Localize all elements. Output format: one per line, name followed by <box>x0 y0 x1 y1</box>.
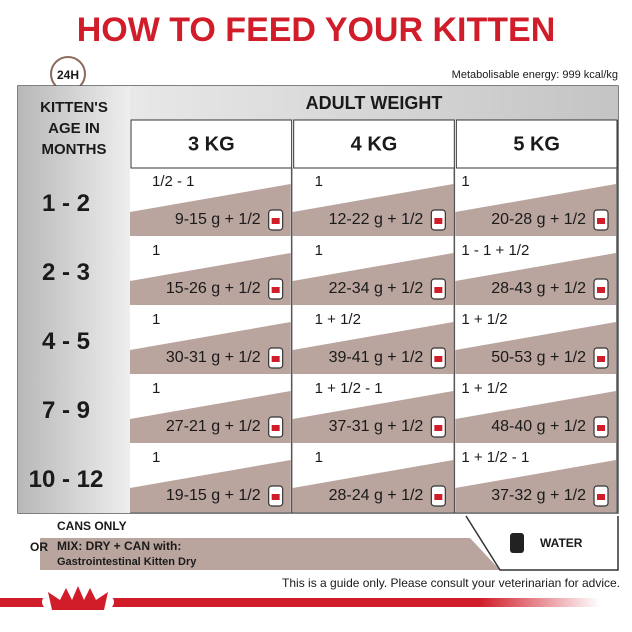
legend-product: Gastrointestinal Kitten Dry <box>57 556 197 568</box>
cans-amount: 1 <box>152 311 160 328</box>
can-logo <box>271 356 280 362</box>
cans-amount: 1/2 - 1 <box>152 173 195 190</box>
mix-band <box>292 322 454 374</box>
legend-water: WATER <box>540 536 583 550</box>
can-logo <box>597 287 605 293</box>
can-logo <box>434 425 443 431</box>
mix-band <box>292 184 454 236</box>
mix-band <box>455 460 616 512</box>
age-label: 10 - 12 <box>29 466 104 493</box>
weight-header: ADULT WEIGHT <box>306 93 443 113</box>
weight-label: 3 KG <box>188 133 235 155</box>
mix-amount: 50-53 g + 1/2 <box>491 349 586 366</box>
can-logo <box>597 425 605 431</box>
mix-amount: 9-15 g + 1/2 <box>175 211 261 228</box>
cans-amount: 1 <box>152 449 160 466</box>
weight-cell <box>293 119 455 169</box>
cans-amount: 1 + 1/2 - 1 <box>461 449 529 466</box>
mix-band <box>130 253 291 305</box>
cans-amount: 1 <box>315 242 323 259</box>
logo-crown <box>48 586 108 610</box>
can-logo <box>597 356 605 362</box>
weight-header-band <box>130 86 618 120</box>
mix-amount: 27-21 g + 1/2 <box>166 418 261 435</box>
mix-amount: 30-31 g + 1/2 <box>166 349 261 366</box>
weight-label: 5 KG <box>513 133 560 155</box>
age-label: 1 - 2 <box>42 190 90 217</box>
feeding-table: ADULT WEIGHT KITTEN'S AGE IN MONTHS 3 KG 4 KG… <box>17 85 619 514</box>
disclaimer: This is a guide only. Please consult you… <box>282 576 620 590</box>
age-header: MONTHS <box>42 141 107 158</box>
weight-cell <box>455 119 618 169</box>
cans-amount: 1 - 1 + 1/2 <box>461 242 529 259</box>
cans-amount: 1 <box>152 242 160 259</box>
mix-band <box>40 538 500 570</box>
weight-cell <box>130 119 293 169</box>
footer-bar <box>0 598 600 607</box>
cans-amount: 1 <box>315 449 323 466</box>
can-logo <box>434 287 443 293</box>
legend-mix: MIX: DRY + CAN with: <box>57 539 181 553</box>
mix-band <box>455 391 616 443</box>
mix-amount: 28-43 g + 1/2 <box>491 280 586 297</box>
can-logo <box>434 218 443 224</box>
mix-amount: 48-40 g + 1/2 <box>491 418 586 435</box>
legend-cans: CANS ONLY <box>57 519 127 533</box>
mix-amount: 12-22 g + 1/2 <box>329 211 424 228</box>
can-logo <box>597 218 605 224</box>
age-column <box>18 86 130 513</box>
cans-amount: 1 <box>315 173 323 190</box>
mix-amount: 37-32 g + 1/2 <box>491 487 586 504</box>
can-logo <box>271 218 280 224</box>
legend-or: OR <box>30 540 48 554</box>
mix-amount: 37-31 g + 1/2 <box>329 418 424 435</box>
age-header: KITTEN'S <box>40 99 108 116</box>
mix-band <box>292 253 454 305</box>
mix-band <box>455 253 616 305</box>
cans-amount: 1 + 1/2 <box>461 380 507 397</box>
mix-amount: 20-28 g + 1/2 <box>491 211 586 228</box>
age-label: 7 - 9 <box>42 397 90 424</box>
mix-band <box>130 184 291 236</box>
age-label: 2 - 3 <box>42 259 90 286</box>
mix-band <box>130 460 291 512</box>
weight-label: 4 KG <box>351 133 398 155</box>
cans-amount: 1 <box>461 173 469 190</box>
mix-band <box>292 460 454 512</box>
can-logo <box>271 494 280 500</box>
can-logo <box>271 287 280 293</box>
mix-amount: 28-24 g + 1/2 <box>329 487 424 504</box>
mix-band <box>130 391 291 443</box>
energy: Metabolisable energy: 999 kcal/kg <box>452 69 618 81</box>
cans-amount: 1 + 1/2 <box>315 311 361 328</box>
mix-band <box>292 391 454 443</box>
clock-label: 24H <box>57 68 79 82</box>
can-logo <box>434 356 443 362</box>
age-header: AGE IN <box>48 120 100 137</box>
mix-band <box>455 184 616 236</box>
title: HOW TO FEED YOUR KITTEN <box>77 11 556 49</box>
mix-amount: 15-26 g + 1/2 <box>166 280 261 297</box>
cans-amount: 1 + 1/2 <box>461 311 507 328</box>
can-logo <box>271 425 280 431</box>
can-logo <box>434 494 443 500</box>
age-label: 4 - 5 <box>42 328 90 355</box>
water-box <box>465 515 619 571</box>
mix-amount: 39-41 g + 1/2 <box>329 349 424 366</box>
can-logo <box>597 494 605 500</box>
water-icon <box>510 533 524 553</box>
cans-amount: 1 <box>152 380 160 397</box>
mix-amount: 22-34 g + 1/2 <box>329 280 424 297</box>
cans-amount: 1 + 1/2 - 1 <box>315 380 383 397</box>
mix-band <box>455 322 616 374</box>
mix-amount: 19-15 g + 1/2 <box>166 487 261 504</box>
mix-band <box>130 322 291 374</box>
